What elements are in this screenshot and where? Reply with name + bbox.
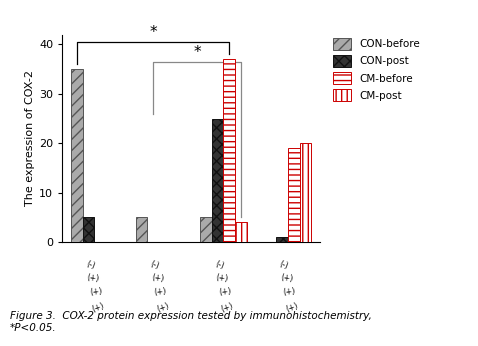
Y-axis label: The expression of COX-2: The expression of COX-2 — [25, 70, 35, 207]
Text: Figure 3.  COX-2 protein expression tested by immunohistochemistry,
*P<0.05.: Figure 3. COX-2 protein expression teste… — [10, 311, 371, 333]
Bar — [83, 218, 94, 242]
Text: (+): (+) — [151, 273, 164, 284]
Bar — [223, 59, 235, 242]
Text: (+): (+) — [218, 287, 231, 298]
Bar — [235, 222, 247, 242]
Text: (+): (+) — [153, 287, 167, 298]
Text: (+): (+) — [89, 287, 102, 298]
Text: (-): (-) — [279, 260, 290, 271]
Text: (+): (+) — [87, 273, 100, 284]
Text: (+): (+) — [284, 301, 299, 313]
Text: (+): (+) — [91, 301, 106, 313]
Text: *: * — [149, 25, 157, 40]
Text: (+): (+) — [282, 287, 296, 298]
Bar — [300, 143, 311, 242]
Bar — [276, 237, 288, 242]
Bar — [71, 69, 83, 242]
Legend: CON-before, CON-post, CM-before, CM-post: CON-before, CON-post, CM-before, CM-post — [331, 36, 423, 103]
Text: (+): (+) — [280, 273, 293, 284]
Text: (+): (+) — [220, 301, 235, 313]
Bar — [212, 119, 223, 242]
Text: (+): (+) — [216, 273, 229, 284]
Bar — [200, 218, 212, 242]
Bar — [136, 218, 147, 242]
Text: (-): (-) — [85, 260, 96, 271]
Text: (-): (-) — [150, 260, 161, 271]
Text: *: * — [193, 45, 201, 60]
Text: (-): (-) — [214, 260, 225, 271]
Bar — [288, 148, 300, 242]
Text: (+): (+) — [155, 301, 170, 313]
